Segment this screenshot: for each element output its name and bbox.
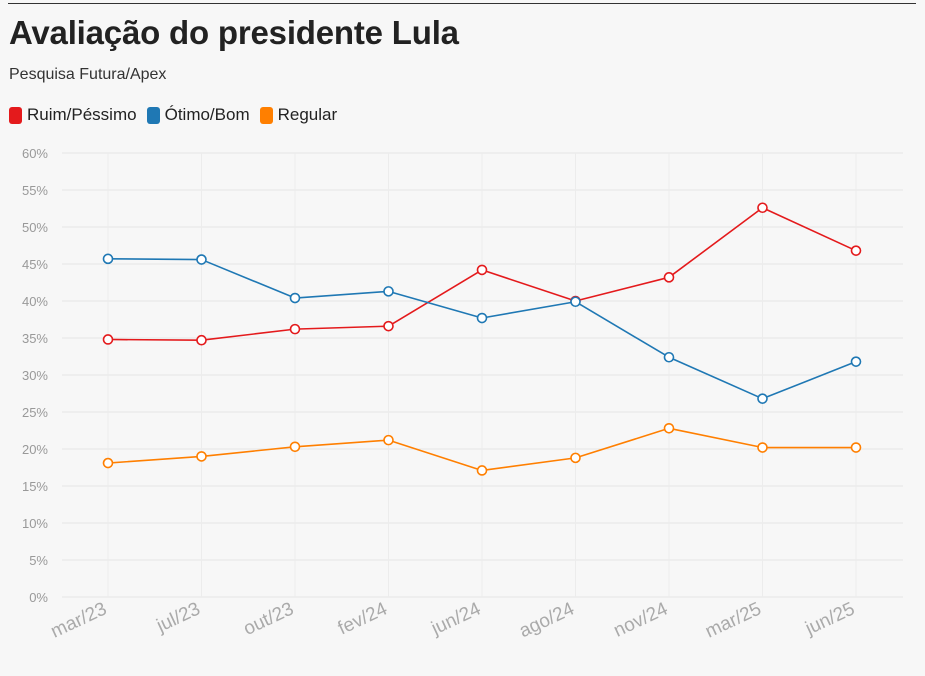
top-rule (8, 3, 916, 4)
data-point (196, 451, 207, 462)
x-tick-label: mar/23 (48, 598, 110, 642)
y-tick-label: 50% (22, 220, 48, 235)
legend-item-ruim-pessimo[interactable]: Ruim/Péssimo (9, 105, 137, 125)
y-tick-label: 45% (22, 257, 48, 272)
data-point (850, 356, 862, 367)
x-tick-label: jul/23 (153, 598, 204, 637)
data-point (757, 442, 768, 453)
data-point (289, 441, 301, 453)
legend-item-otimo-bom[interactable]: Ótimo/Bom (146, 105, 250, 125)
y-tick-label: 60% (22, 146, 48, 161)
y-tick-label: 10% (22, 516, 48, 531)
data-point (663, 351, 675, 363)
data-point (289, 292, 301, 304)
x-tick-label: jun/25 (801, 598, 858, 639)
chart-subtitle: Pesquisa Futura/Apex (9, 66, 167, 83)
legend-swatch-ruim-pessimo (9, 106, 22, 124)
legend-label-otimo-bom: Ótimo/Bom (164, 105, 250, 124)
data-point (663, 272, 675, 283)
data-point (570, 296, 581, 308)
data-point (196, 334, 207, 346)
x-tick-label: out/23 (240, 598, 297, 639)
data-point (383, 286, 394, 297)
data-point (757, 202, 768, 214)
data-point (102, 457, 114, 469)
y-tick-label: 35% (22, 331, 48, 346)
data-point (757, 393, 768, 404)
legend-item-regular[interactable]: Regular (259, 105, 338, 125)
y-tick-label: 40% (22, 294, 48, 309)
data-point (102, 334, 114, 345)
y-tick-label: 30% (22, 368, 48, 383)
data-point (102, 253, 114, 265)
y-tick-label: 15% (22, 479, 48, 494)
legend-label-regular: Regular (277, 105, 338, 124)
data-point (383, 434, 394, 446)
legend: Ruim/Péssimo Ótimo/Bom Regular (9, 105, 337, 125)
data-point (476, 264, 488, 276)
y-tick-label: 25% (22, 405, 48, 420)
legend-swatch-regular (259, 106, 273, 124)
data-point (476, 465, 488, 476)
chart-title: Avaliação do presidente Lula (9, 14, 459, 51)
legend-label-ruim-pessimo: Ruim/Péssimo (27, 105, 137, 124)
y-tick-label: 0% (29, 590, 48, 605)
data-point (476, 312, 488, 324)
data-point (196, 254, 207, 265)
x-tick-label: nov/24 (611, 598, 672, 641)
data-point (850, 245, 862, 256)
x-tick-label: fev/24 (335, 598, 391, 639)
x-tick-label: jun/24 (427, 598, 484, 640)
data-point (663, 422, 675, 434)
x-tick-label: ago/24 (516, 598, 578, 642)
data-point (570, 452, 581, 464)
legend-swatch-otimo-bom (146, 106, 160, 124)
y-tick-label: 5% (29, 553, 48, 568)
x-tick-label: mar/25 (702, 598, 764, 642)
data-point (289, 323, 301, 335)
data-point (850, 442, 862, 453)
y-tick-label: 55% (22, 183, 48, 198)
y-tick-label: 20% (22, 442, 48, 457)
data-point (383, 320, 394, 332)
